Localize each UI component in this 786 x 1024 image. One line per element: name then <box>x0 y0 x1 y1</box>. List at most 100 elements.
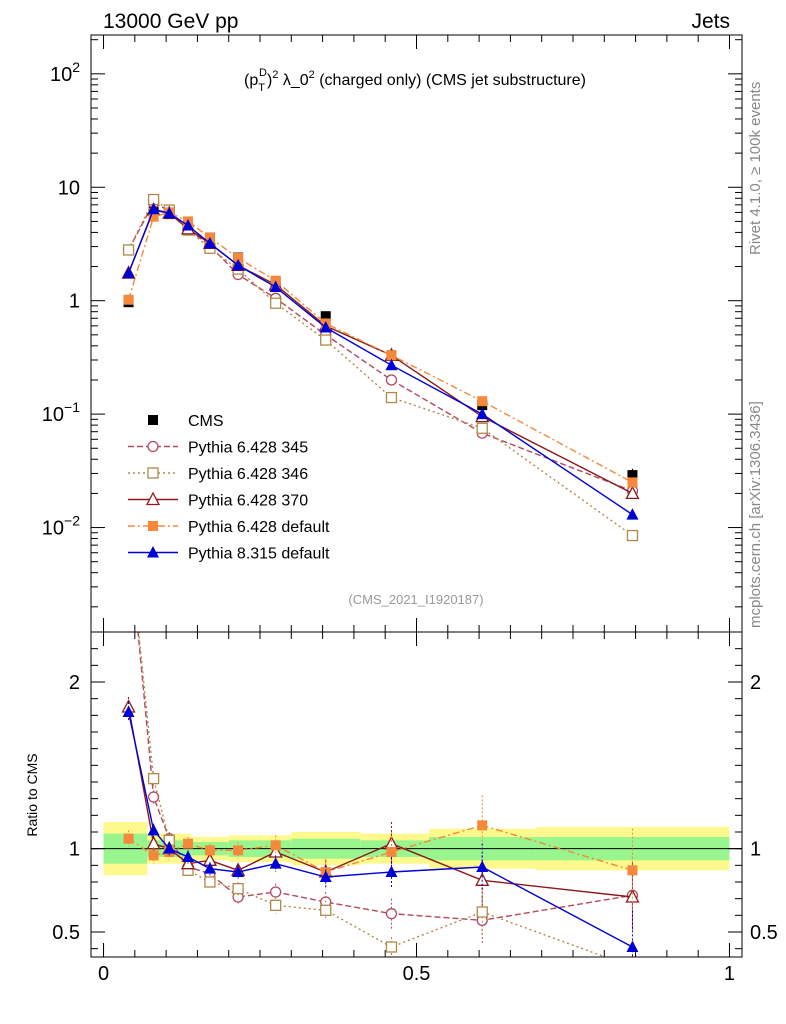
main-point-pythia-6-428-345 <box>385 374 398 386</box>
main-ytick-label-3: 10−1 <box>42 399 80 426</box>
ratio-point-pythia-6-428-default <box>123 833 134 844</box>
title-part-d: (charged only) (CMS jet substructure) <box>315 72 586 89</box>
ratio-point-pythia-6-428-default <box>204 845 215 856</box>
ratio-ylabel: Ratio to CMS <box>24 753 40 836</box>
main-line-pythia-6-428-346 <box>127 198 633 537</box>
ratio-ytick-label-right-2: 2 <box>750 672 761 694</box>
main-point-pythia-6-428-346 <box>270 297 282 309</box>
ratio-point-pythia-8-315-default <box>163 842 176 854</box>
legend-label-cms: CMS <box>188 413 224 430</box>
header-beam-label: 13000 GeV pp <box>103 10 238 33</box>
ratio-point-pythia-6-428-345 <box>385 908 398 920</box>
ratio-point-pythia-6-428-346 <box>476 906 488 918</box>
main-point-pythia-6-428-default <box>123 294 134 305</box>
main-point-pythia-6-428-346 <box>476 422 488 434</box>
ratio-ytick-label-left-0: 0.5 <box>52 922 80 944</box>
ratio-ytick-label-right-1: 1 <box>750 839 761 861</box>
ratio-point-pythia-6-428-default <box>386 847 397 857</box>
title-part-c: λ_0 <box>278 72 308 89</box>
main-point-pythia-8-315-default <box>385 358 398 371</box>
main-ytick-exp-3: −1 <box>64 399 80 415</box>
title-sup-d: D <box>259 67 267 79</box>
legend-label-pythia-6-428-346: Pythia 6.428 346 <box>188 466 308 483</box>
ratio-point-pythia-6-428-default <box>148 850 159 861</box>
ratio-xtick-label-2: 1 <box>724 963 735 985</box>
main-ytick-base-0: 10 <box>50 64 72 86</box>
main-point-pythia-8-315-default <box>269 280 282 293</box>
title-part-a: (p <box>244 72 258 89</box>
ratio-point-pythia-6-428-default <box>477 820 488 831</box>
main-point-pythia-8-315-default <box>476 407 489 420</box>
main-ytick-base-4: 10 <box>42 518 64 540</box>
legend-label-pythia-8-315-default: Pythia 8.315 default <box>188 546 330 563</box>
main-point-pythia-6-428-default <box>477 396 488 407</box>
main-point-pythia-6-428-default <box>148 211 159 222</box>
legend: CMS Pythia 6.428 345 Pythia 6.428 346 Pythi… <box>128 413 330 563</box>
ratio-plot-frame <box>90 631 743 958</box>
ratio-point-pythia-6-428-346 <box>320 904 332 916</box>
main-point-cms <box>627 470 638 481</box>
ratio-point-pythia-8-315-default <box>182 850 195 862</box>
ratio-point-pythia-8-315-default <box>232 865 245 877</box>
ratio-point-pythia-6-428-345 <box>147 791 160 803</box>
plot-title: (pTD)2 λ_02 (charged only) (CMS jet subs… <box>244 67 586 94</box>
ratio-xtick-label-1: 0.5 <box>403 963 431 985</box>
title-sup-2: 2 <box>272 69 278 81</box>
main-point-pythia-8-315-default <box>319 321 332 333</box>
legend-label-pythia-6-428-default: Pythia 6.428 default <box>188 519 330 536</box>
main-point-pythia-6-428-346 <box>385 391 398 404</box>
main-point-pythia-6-428-346 <box>626 529 639 542</box>
main-point-pythia-6-428-346 <box>122 244 135 256</box>
mcplots-label: mcplots.cern.ch [arXiv:1306.3436] <box>747 401 764 628</box>
title-part-b: ) <box>267 72 272 89</box>
ratio-point-pythia-8-315-default <box>626 940 639 952</box>
ratio-plot-series <box>121 527 640 957</box>
ratio-point-pythia-8-315-default <box>385 865 398 877</box>
main-point-cms <box>320 311 331 322</box>
main-plot-series <box>121 193 640 542</box>
ratio-point-pythia-6-428-370 <box>475 872 490 886</box>
legend-marker-pythia-6-428-370 <box>145 491 161 506</box>
ratio-point-pythia-6-428-default <box>270 840 281 851</box>
legend-marker-pythia-8-315-default <box>147 546 159 558</box>
ratio-line-pythia-6-428-345 <box>137 632 633 922</box>
ratio-point-pythia-6-428-346 <box>232 883 244 895</box>
ratio-point-pythia-6-428-346 <box>385 941 398 953</box>
ratio-point-pythia-6-428-default <box>233 845 244 856</box>
main-ytick-exp-4: −2 <box>64 513 80 529</box>
legend-label-pythia-6-428-345: Pythia 6.428 345 <box>188 440 308 457</box>
main-point-pythia-8-315-default <box>203 236 216 249</box>
ratio-point-pythia-6-428-default <box>627 865 638 876</box>
legend-marker-pythia-6-428-346 <box>147 467 159 479</box>
ratio-ytick-label-left-1: 1 <box>69 839 80 861</box>
title-sub-t: T <box>258 82 265 94</box>
main-point-pythia-6-428-370 <box>625 485 640 500</box>
ratio-point-pythia-6-428-345 <box>124 527 134 537</box>
ratio-xtick-label-0: 0 <box>98 963 109 985</box>
main-point-pythia-8-315-default <box>626 508 639 520</box>
main-point-pythia-8-315-default <box>232 258 245 271</box>
main-ytick-label-0: 102 <box>50 59 80 86</box>
ratio-point-pythia-8-315-default <box>476 860 489 872</box>
ratio-point-pythia-6-428-346 <box>270 899 282 911</box>
main-point-pythia-6-428-default <box>627 477 638 488</box>
ratio-ytick-label-right-0: 0.5 <box>750 922 778 944</box>
main-point-pythia-8-315-default <box>147 202 160 215</box>
header-category-label: Jets <box>691 10 730 33</box>
main-ytick-base-3: 10 <box>42 404 64 426</box>
ratio-point-pythia-8-315-default <box>122 705 135 717</box>
main-ytick-exp-0: 2 <box>72 59 80 75</box>
main-point-pythia-8-315-default <box>182 219 195 231</box>
legend-marker-pythia-6-428-345 <box>147 440 159 453</box>
main-point-pythia-6-428-default <box>233 252 244 263</box>
legend-marker-pythia-6-428-default <box>148 521 158 531</box>
main-point-pythia-6-428-346 <box>320 334 332 346</box>
ratio-point-pythia-8-315-default <box>147 823 160 836</box>
main-plot-frame <box>90 34 743 633</box>
main-point-pythia-8-315-default <box>163 206 176 219</box>
ratio-point-pythia-6-428-345 <box>270 886 282 898</box>
main-ytick-label-4: 10−2 <box>42 513 80 540</box>
main-ytick-label-1: 10 <box>58 177 80 199</box>
